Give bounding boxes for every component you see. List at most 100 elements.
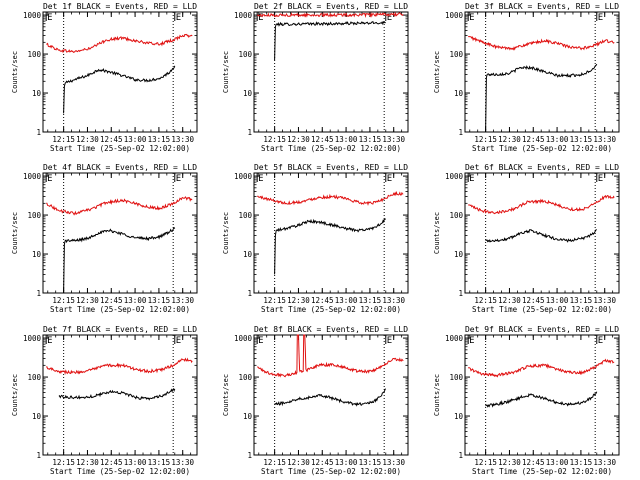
x-tick-label: 12:45 xyxy=(522,458,545,467)
plot-frame xyxy=(42,11,198,133)
chart-title: Det 7f BLACK = Events, RED = LLD xyxy=(43,325,197,334)
x-tick-label: 13:00 xyxy=(335,296,358,305)
chart-panel-7: Det 7f BLACK = Events, RED = LLD 1 10 100 10… xyxy=(11,325,198,476)
events-series-line xyxy=(274,218,387,275)
x-tick-label: 13:00 xyxy=(546,135,569,144)
x-tick-label: 13:15 xyxy=(359,458,382,467)
x-tick-label: 12:45 xyxy=(311,458,334,467)
lld-series-line xyxy=(46,33,193,54)
y-tick-label: 10 xyxy=(454,250,464,259)
y-axis-label: Counts/sec xyxy=(433,374,441,416)
chart-panel-4: Det 4f BLACK = Events, RED = LLD 1 10 100 10… xyxy=(11,163,198,314)
plot-frame xyxy=(464,172,620,294)
y-tick-label: 1 xyxy=(36,128,41,137)
x-tick-label: 13:15 xyxy=(148,135,171,144)
x-tick-label: 13:30 xyxy=(382,458,405,467)
e-marker-label: E xyxy=(387,336,392,346)
e-marker-label: E xyxy=(598,13,603,23)
x-tick-label: 12:15 xyxy=(52,458,75,467)
events-series-line xyxy=(274,388,387,407)
chart-title: Det 9f BLACK = Events, RED = LLD xyxy=(465,325,619,334)
x-tick-label: 12:30 xyxy=(498,458,521,467)
y-tick-label: 10 xyxy=(32,412,42,421)
chart-panel-2: Det 2f BLACK = Events, RED = LLD 1 10 100 10… xyxy=(222,2,409,153)
x-tick-label: 12:15 xyxy=(263,458,286,467)
x-tick-label: 13:30 xyxy=(171,458,194,467)
x-axis-label: Start Time (25-Sep-02 12:02:00) xyxy=(261,305,401,314)
x-tick-label: 12:15 xyxy=(52,135,75,144)
y-axis-label: Counts/sec xyxy=(11,51,19,93)
y-tick-label: 1 xyxy=(247,128,252,137)
x-tick-label: 13:30 xyxy=(593,458,616,467)
x-axis-label: Start Time (25-Sep-02 12:02:00) xyxy=(50,305,190,314)
y-tick-label: 100 xyxy=(27,373,41,382)
y-tick-label: 10 xyxy=(243,412,253,421)
x-tick-label: 13:00 xyxy=(124,296,147,305)
x-tick-label: 12:30 xyxy=(287,135,310,144)
x-tick-label: 13:15 xyxy=(359,135,382,144)
x-tick-label: 13:00 xyxy=(335,458,358,467)
x-tick-label: 13:15 xyxy=(148,458,171,467)
e-marker-label: E xyxy=(258,336,263,346)
chart-title: Det 2f BLACK = Events, RED = LLD xyxy=(254,2,408,11)
chart-panel-1: Det 1f BLACK = Events, RED = LLD 1 10 100 10… xyxy=(11,2,198,153)
x-tick-label: 13:30 xyxy=(382,135,405,144)
x-tick-label: 13:15 xyxy=(570,296,593,305)
y-tick-label: 1 xyxy=(36,451,41,460)
e-marker-label: E xyxy=(176,174,181,184)
y-tick-label: 100 xyxy=(238,50,252,59)
lld-series-line xyxy=(468,35,615,51)
e-marker-label: E xyxy=(47,13,52,23)
e-marker-label: E xyxy=(469,13,474,23)
x-axis-label: Start Time (25-Sep-02 12:02:00) xyxy=(50,144,190,153)
e-marker-label: E xyxy=(258,174,263,184)
x-axis-label: Start Time (25-Sep-02 12:02:00) xyxy=(261,467,401,476)
lld-series-line xyxy=(257,334,404,378)
e-marker-label: E xyxy=(598,336,603,346)
plot-frame xyxy=(42,334,198,456)
chart-title: Det 4f BLACK = Events, RED = LLD xyxy=(43,163,197,172)
x-tick-label: 12:45 xyxy=(522,135,545,144)
y-tick-label: 100 xyxy=(449,373,463,382)
lld-series-line xyxy=(256,190,404,206)
x-tick-label: 13:30 xyxy=(171,296,194,305)
x-tick-label: 12:15 xyxy=(263,296,286,305)
e-marker-label: E xyxy=(469,336,474,346)
x-tick-label: 12:15 xyxy=(263,135,286,144)
y-tick-label: 1 xyxy=(458,289,463,298)
plot-frame xyxy=(253,172,409,294)
y-tick-label: 100 xyxy=(238,211,252,220)
x-tick-label: 12:15 xyxy=(52,296,75,305)
x-axis-label: Start Time (25-Sep-02 12:02:00) xyxy=(472,467,612,476)
y-tick-label: 100 xyxy=(449,211,463,220)
y-axis-label: Counts/sec xyxy=(222,212,230,254)
x-tick-label: 12:30 xyxy=(498,296,521,305)
e-marker-label: E xyxy=(47,174,52,184)
x-tick-label: 13:00 xyxy=(124,135,147,144)
y-tick-label: 1000 xyxy=(23,11,42,20)
x-tick-label: 12:15 xyxy=(474,296,497,305)
plot-frame xyxy=(464,334,620,456)
plot-frame xyxy=(464,11,620,133)
chart-panel-6: Det 6f BLACK = Events, RED = LLD 1 10 100 10… xyxy=(433,163,620,314)
chart-title: Det 1f BLACK = Events, RED = LLD xyxy=(43,2,197,11)
chart-panel-3: Det 3f BLACK = Events, RED = LLD 1 10 100 10… xyxy=(433,2,620,153)
x-tick-label: 12:45 xyxy=(311,135,334,144)
x-tick-label: 12:15 xyxy=(474,135,497,144)
y-tick-label: 1 xyxy=(458,128,463,137)
events-series-line xyxy=(485,63,598,133)
events-series-line xyxy=(485,391,598,408)
chart-panel-5: Det 5f BLACK = Events, RED = LLD 1 10 100 10… xyxy=(222,163,409,314)
y-tick-label: 10 xyxy=(243,89,253,98)
x-tick-label: 12:30 xyxy=(76,296,99,305)
chart-title: Det 5f BLACK = Events, RED = LLD xyxy=(254,163,408,172)
y-tick-label: 100 xyxy=(27,50,41,59)
x-tick-label: 12:30 xyxy=(287,296,310,305)
x-tick-label: 12:30 xyxy=(76,458,99,467)
chart-title: Det 6f BLACK = Events, RED = LLD xyxy=(465,163,619,172)
x-tick-label: 12:30 xyxy=(76,135,99,144)
e-marker-label: E xyxy=(176,336,181,346)
lld-series-line xyxy=(256,11,404,18)
x-tick-label: 12:30 xyxy=(498,135,521,144)
chart-panel-8: Det 8f BLACK = Events, RED = LLD 1 10 100 10… xyxy=(222,325,409,476)
